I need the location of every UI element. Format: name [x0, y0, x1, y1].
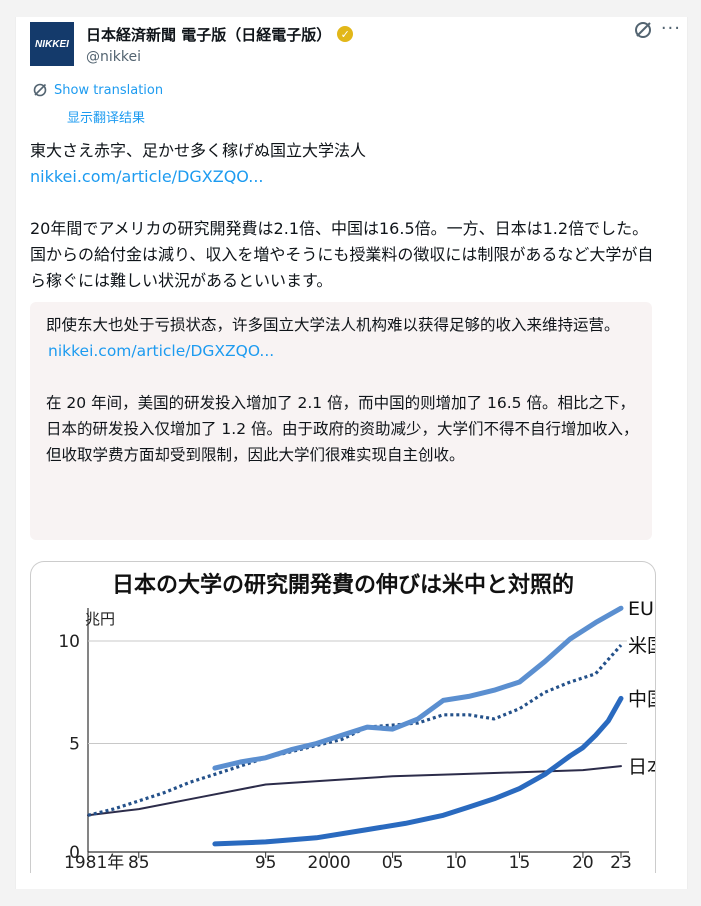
show-translation-label[interactable]: Show translation — [54, 82, 164, 98]
verified-badge-icon: ✓ — [337, 26, 354, 42]
post-body: 20年間でアメリカの研究開発費は2.1倍、中国は16.5倍。一方、日本は1.2倍… — [30, 219, 654, 290]
translate-icon — [33, 83, 47, 97]
show-translation-link[interactable]: Show translation — [32, 82, 163, 98]
grok-icon[interactable] — [633, 20, 653, 40]
series-line-eu — [212, 605, 624, 771]
translation-article-link[interactable]: nikkei.com/article/DGXZQO... — [48, 342, 275, 360]
translation-body: 在 20 年间，美国的研发投入增加了 2.1 倍，而中国的则增加了 16.5 倍… — [46, 394, 639, 464]
x-tick-label: 15 — [509, 853, 531, 873]
handle[interactable]: @nikkei — [86, 48, 141, 65]
tweet-header: NIKKEI 日本経済新聞 電子版（日経電子版） ✓ @nikkei — [30, 22, 354, 66]
series-label-japan: 日本 — [628, 756, 655, 778]
x-tick-label: 23 — [610, 853, 632, 873]
y-tick-label: 10 — [58, 632, 80, 652]
series-line-japan — [87, 765, 622, 817]
post-article-link[interactable]: nikkei.com/article/DGXZQO... — [30, 167, 264, 186]
translation-headline: 即使东大也处于亏损状态，许多国立大学法人机构难以获得足够的收入来维持运营。 — [46, 316, 620, 334]
series-line-china — [212, 695, 624, 847]
y-unit-label: 兆円 — [85, 610, 115, 628]
translation-subtitle[interactable]: 显示翻译结果 — [67, 111, 146, 126]
x-tick-label: 2000 — [307, 853, 350, 873]
chart-image[interactable]: 日本の大学の研究開発費の伸びは米中と対照的 兆円 0 5 10 1981年 85 2000… — [30, 561, 656, 873]
account-logo[interactable]: NIKKEI — [30, 22, 74, 66]
series-label-us: 米国 — [628, 635, 655, 657]
x-tick-label: 1981年 — [64, 853, 124, 873]
series-label-eu: EU — [628, 598, 654, 620]
x-tick-label: 85 — [128, 853, 150, 873]
series-line-us — [87, 644, 623, 817]
display-name[interactable]: 日本経済新聞 電子版（日経電子版） ✓ — [86, 24, 354, 45]
x-tick-label: 95 — [255, 853, 277, 873]
series-label-china: 中国 — [628, 688, 655, 710]
translation-box: 即使东大也处于亏损状态，许多国立大学法人机构难以获得足够的收入来维持运营。 ni… — [30, 302, 652, 540]
y-tick-label: 0 — [69, 843, 80, 863]
display-name-text[interactable]: 日本経済新聞 電子版（日経電子版） — [86, 25, 332, 44]
account-names: 日本経済新聞 電子版（日経電子版） ✓ @nikkei — [86, 24, 354, 65]
more-options-icon[interactable]: ··· — [660, 18, 681, 39]
x-tick-label: 20 — [572, 853, 594, 873]
y-tick-label: 5 — [69, 735, 80, 755]
post-headline: 東大さえ赤字、足かせ多く稼げぬ国立大学法人 — [30, 141, 367, 160]
x-tick-label: 10 — [445, 853, 467, 873]
chart-title: 日本の大学の研究開発費の伸びは米中と対照的 — [112, 572, 574, 598]
x-tick-label: 05 — [382, 853, 404, 873]
